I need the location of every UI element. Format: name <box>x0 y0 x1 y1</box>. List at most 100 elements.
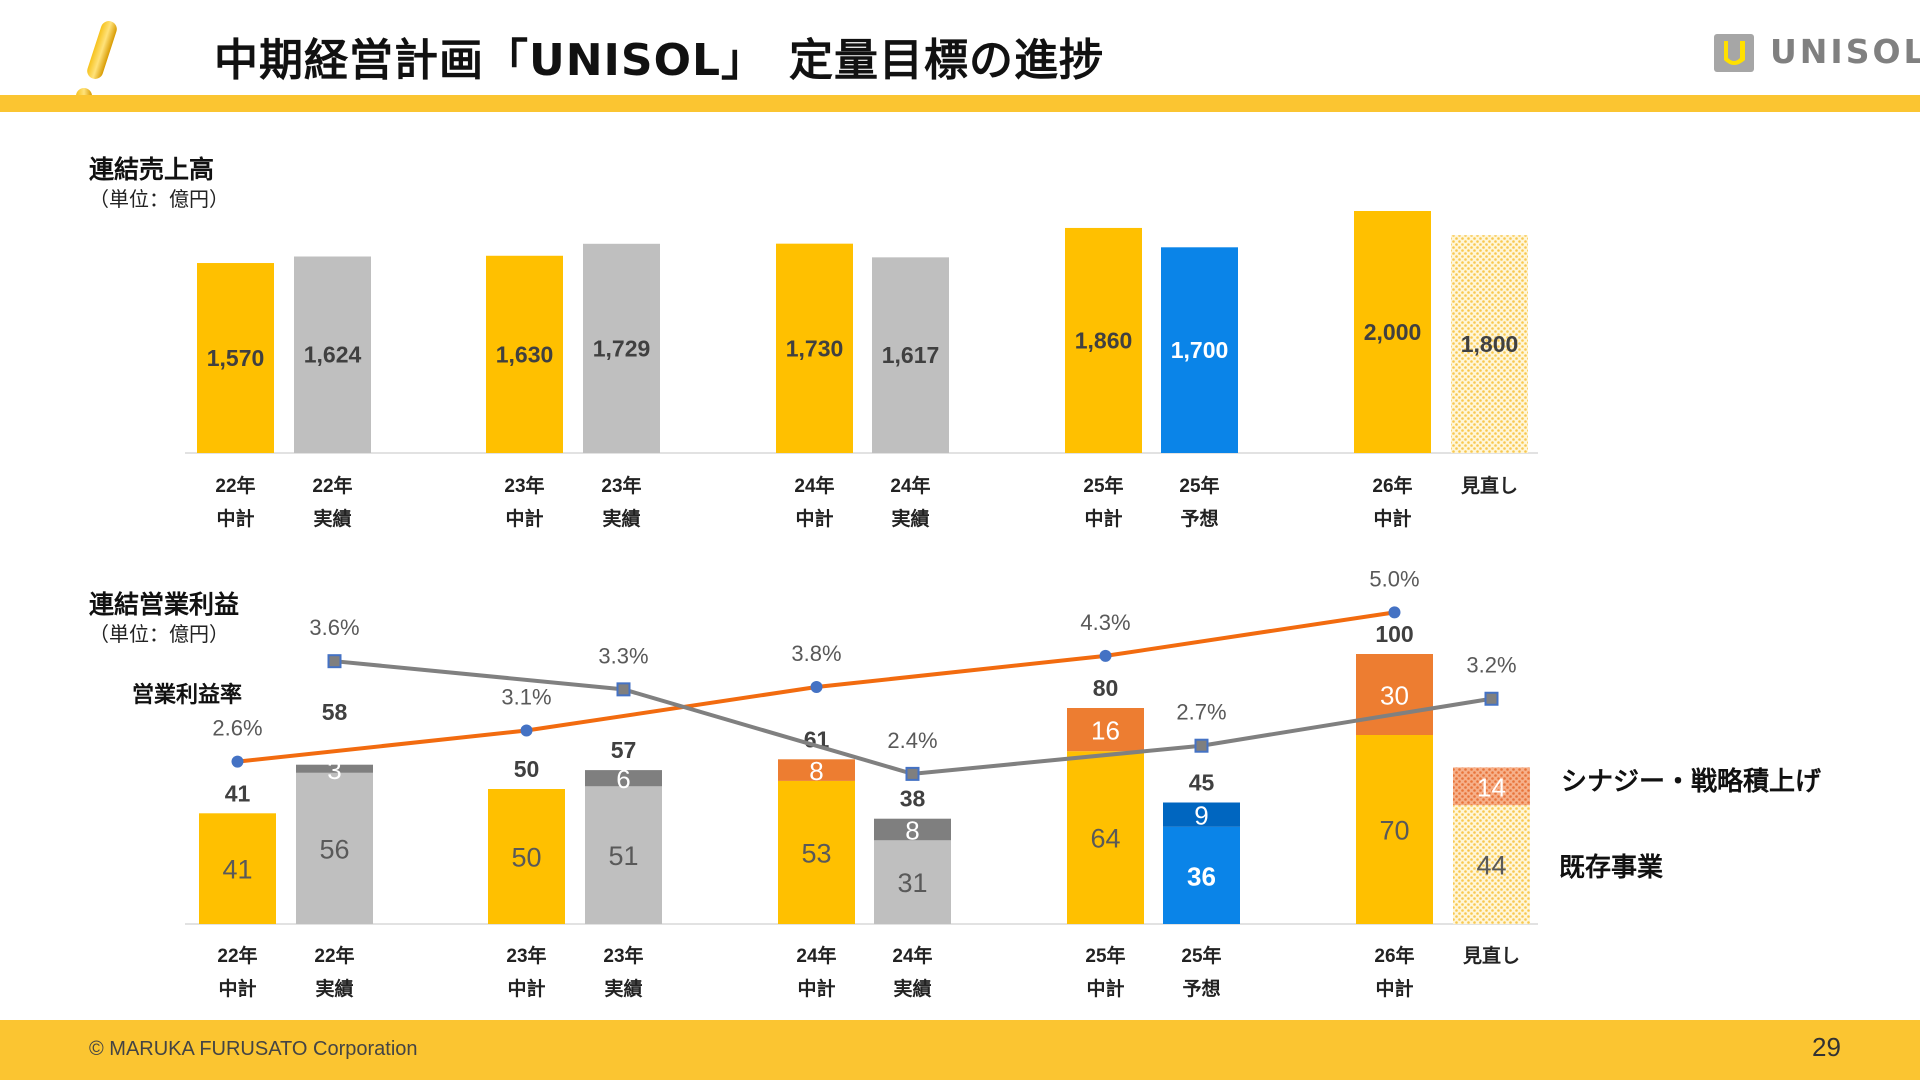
profit-bar-synergy <box>1356 654 1433 735</box>
profit-synergy-label: 16 <box>1091 716 1120 746</box>
profit-bar-existing <box>1163 826 1240 924</box>
sales-bar <box>197 263 274 453</box>
unisol-logo-icon <box>1714 34 1754 72</box>
plan-margin-marker <box>1388 606 1401 619</box>
sales-category-label: 25年 <box>1083 474 1123 497</box>
page-title: 中期経営計画「UNISOL」 定量目標の進捗 <box>214 35 1105 86</box>
profit-synergy-label: 30 <box>1380 681 1409 711</box>
profit-total-label: 58 <box>322 699 348 725</box>
profit-total-label: 38 <box>900 786 926 812</box>
profit-bar-existing <box>1356 735 1433 924</box>
profit-bar-synergy <box>1453 767 1530 806</box>
margin-axis-label: 営業利益率 <box>132 683 243 708</box>
profit-bar-synergy <box>585 770 662 787</box>
sales-bar <box>776 243 853 453</box>
sales-category-label: 22年 <box>215 474 255 497</box>
sales-category-label: 中計 <box>1084 507 1122 530</box>
plan-margin-marker <box>810 680 823 693</box>
profit-category-label: 中計 <box>1086 977 1124 1000</box>
profit-bar-existing <box>778 780 855 924</box>
plan-margin-marker <box>520 724 533 737</box>
profit-synergy-label: 8 <box>905 816 919 846</box>
profit-bar-existing <box>1453 805 1530 924</box>
profit-existing-label: 51 <box>608 841 638 871</box>
margin-label: 3.1% <box>501 685 551 710</box>
profit-bar-synergy <box>296 764 373 773</box>
sales-bar <box>1451 235 1528 453</box>
sales-category-label: 中計 <box>216 507 254 530</box>
profit-category-label: 22年 <box>314 944 354 967</box>
profit-category-label: 中計 <box>797 977 835 1000</box>
profit-total-label: 41 <box>225 780 251 806</box>
actual-margin-marker <box>1194 738 1209 753</box>
sales-category-label: 中計 <box>505 507 543 530</box>
margin-label: 3.3% <box>598 643 648 668</box>
actual-margin-marker <box>327 654 342 669</box>
profit-category-label: 実績 <box>604 977 642 1000</box>
sales-category-label: 24年 <box>890 474 930 497</box>
profit-existing-label: 31 <box>897 868 927 898</box>
profit-total-label: 80 <box>1093 675 1119 701</box>
profit-chart-title: 連結営業利益 <box>89 590 240 619</box>
plan-margin-marker <box>1099 649 1112 662</box>
sales-bar <box>1354 211 1431 453</box>
profit-total-label: 57 <box>611 737 637 763</box>
profit-category-label: 23年 <box>603 944 643 967</box>
profit-synergy-label: 9 <box>1194 801 1208 831</box>
margin-label: 3.6% <box>309 615 359 640</box>
profit-existing-label: 41 <box>222 855 252 885</box>
profit-existing-label: 53 <box>801 838 831 868</box>
sales-category-label: 中計 <box>1373 507 1411 530</box>
sales-value-label: 1,860 <box>1075 327 1133 353</box>
profit-bar-existing <box>874 840 951 924</box>
sales-value-label: 1,730 <box>786 335 844 361</box>
profit-total-label: 100 <box>1375 621 1413 647</box>
profit-category-label: 24年 <box>796 944 836 967</box>
sales-category-label: 23年 <box>601 474 641 497</box>
profit-bar-synergy <box>874 818 951 841</box>
profit-category-label: 中計 <box>1375 977 1413 1000</box>
page-number: 29 <box>1812 1032 1841 1062</box>
sales-bar <box>1161 247 1238 453</box>
profit-category-label: 見直し <box>1463 944 1520 967</box>
sales-category-label: 実績 <box>313 507 351 530</box>
sales-category-label: 24年 <box>794 474 834 497</box>
footer-band <box>0 1020 1920 1080</box>
profit-category-label: 中計 <box>218 977 256 1000</box>
profit-existing-label: 70 <box>1379 816 1409 846</box>
sales-value-label: 1,800 <box>1461 331 1519 357</box>
margin-label: 2.6% <box>212 716 262 741</box>
sales-category-label: 実績 <box>891 507 929 530</box>
profit-category-label: 26年 <box>1374 944 1414 967</box>
margin-label: 5.0% <box>1369 566 1419 591</box>
sales-value-label: 1,630 <box>496 341 554 367</box>
plan-margin-marker <box>231 755 244 768</box>
sales-bar <box>1065 227 1142 453</box>
profit-category-label: 25年 <box>1085 944 1125 967</box>
margin-label: 3.2% <box>1466 653 1516 678</box>
profit-category-label: 25年 <box>1181 944 1221 967</box>
actual-margin-marker <box>905 766 920 781</box>
profit-synergy-label: 14 <box>1477 772 1506 802</box>
sales-bar <box>486 255 563 453</box>
profit-bar-existing <box>296 772 373 924</box>
sales-category-label: 見直し <box>1461 474 1518 497</box>
profit-existing-label: 56 <box>319 834 349 864</box>
sales-category-label: 中計 <box>795 507 833 530</box>
profit-existing-label: 36 <box>1187 861 1216 891</box>
sales-bar <box>872 257 949 453</box>
sales-value-label: 1,570 <box>207 345 265 371</box>
profit-synergy-label: 6 <box>616 764 630 794</box>
profit-bar-existing <box>199 813 276 924</box>
profit-total-label: 45 <box>1189 770 1215 796</box>
header-band <box>0 95 1920 112</box>
sales-value-label: 1,729 <box>593 335 651 361</box>
profit-bar-synergy <box>1067 708 1144 752</box>
profit-category-label: 実績 <box>315 977 353 1000</box>
sales-chart-title: 連結売上高 <box>89 155 215 184</box>
profit-synergy-label: 3 <box>327 755 341 785</box>
profit-chart-unit: （単位：億円） <box>89 622 229 646</box>
profit-bar-synergy <box>1163 802 1240 827</box>
sales-value-label: 1,617 <box>882 342 940 368</box>
